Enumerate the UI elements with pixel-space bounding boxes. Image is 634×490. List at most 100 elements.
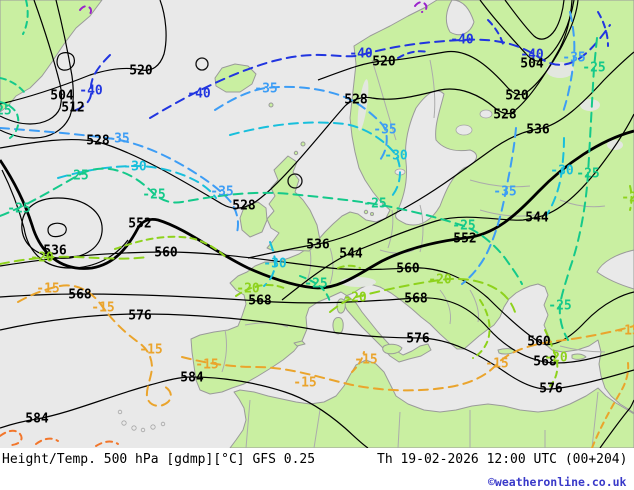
- contour-528: [0, 0, 573, 209]
- island-sicily: [382, 343, 403, 355]
- height-contour-label: 520: [505, 89, 529, 104]
- contour-512-east: [504, 0, 565, 40]
- height-contour-label: 568: [533, 355, 557, 370]
- height-contour-label: 560: [154, 246, 178, 261]
- contour-552-thick: [0, 129, 634, 290]
- temp-contour-label: -40: [349, 47, 373, 62]
- temp-contour-label: -40: [187, 87, 211, 102]
- height-contour-label: 504: [50, 89, 74, 104]
- height-contour-label: 552: [453, 232, 476, 247]
- pressure-center-symbol: [195, 57, 209, 71]
- island-balearics: [293, 340, 306, 347]
- contour-label-layer: 5045125205285285365525605685765845845685…: [0, 33, 634, 427]
- temp-contour-label: -25: [304, 277, 327, 292]
- height-contour-label: 560: [527, 335, 551, 350]
- temp-contour-label: -35: [210, 185, 233, 200]
- height-contour-label: 520: [372, 55, 396, 70]
- islands-canary: [117, 409, 166, 433]
- lake-onega: [479, 109, 493, 119]
- temp-contour-label: -20: [544, 351, 568, 366]
- contour-520-east: [317, 0, 579, 96]
- temp-contour-label: -30: [384, 149, 408, 164]
- island-orkney: [293, 150, 299, 156]
- temp-contour-label: -35: [562, 51, 585, 66]
- temp-contour-label: -25: [582, 61, 605, 76]
- contour-584: [0, 376, 369, 448]
- temp-contour-label: -25: [363, 197, 386, 212]
- temp-contour-label: -40: [520, 48, 544, 63]
- height-contour-label: 544: [525, 211, 549, 226]
- temp-contour-label: -15: [616, 324, 634, 339]
- temp-minus20-lines: [0, 185, 633, 387]
- temp-contour-label: -40: [450, 33, 474, 48]
- temp-contour-label: -15: [91, 301, 114, 316]
- sea-white-sea: [445, 0, 475, 36]
- height-contour-label: 576: [128, 309, 152, 324]
- island-danish-2: [370, 212, 374, 216]
- sea-baltic: [395, 90, 478, 226]
- temp-contour-label: -30: [263, 257, 287, 272]
- contour-584-east: [599, 399, 634, 448]
- height-contour-label: 520: [129, 64, 153, 79]
- temp-contour-label: -20: [428, 273, 452, 288]
- height-contour-label: 536: [526, 123, 550, 138]
- contour-512-west: [0, 0, 74, 139]
- island-shetland: [300, 141, 306, 147]
- copyright-link[interactable]: ©weatheronline.co.uk: [488, 475, 627, 489]
- temp-contour-label: -25: [548, 299, 571, 314]
- temp-contour-label: -15: [293, 376, 316, 391]
- height-contour-label: 528: [493, 108, 517, 123]
- temp-contour-label: -40: [79, 84, 103, 99]
- height-contour-label: 576: [539, 382, 563, 397]
- coast-ireland: [239, 201, 268, 238]
- height-contour-label: 584: [25, 412, 49, 427]
- height-contour-label: 576: [406, 332, 430, 347]
- pressure-center-symbol: [287, 173, 303, 189]
- contour-536-low-ring: [21, 197, 103, 259]
- sea-overlay-layer: [117, 0, 634, 433]
- height-temp-map: 5045125205285285365525605685765845845685…: [0, 0, 634, 448]
- temp-minus35-lines: [0, 11, 576, 285]
- temp-contour-label: -15: [195, 358, 218, 373]
- contour-low-inner-oval: [47, 222, 67, 238]
- contour-544-west: [1, 169, 129, 269]
- temp-contour-label: -30: [123, 160, 147, 175]
- height-contour-label: 568: [68, 288, 92, 303]
- temp-contour-label: -20: [30, 251, 54, 266]
- height-contour-layer: [0, 0, 634, 448]
- height-contour-label: 504: [520, 57, 544, 72]
- temp-contour-label: -20: [236, 282, 260, 297]
- temp-contour-label: -20: [343, 291, 367, 306]
- height-contour-label: 568: [248, 294, 272, 309]
- temp-contour-label: -25: [142, 188, 165, 203]
- contour-544-east: [281, 113, 634, 301]
- temp-contour-label: -15: [36, 282, 59, 297]
- temp-contour-label: -20: [621, 191, 634, 206]
- temp-contour-label: -30: [550, 164, 574, 179]
- temp-contour-label: -35: [106, 132, 129, 147]
- height-contour-label: 568: [404, 292, 428, 307]
- island-faroe: [268, 102, 274, 108]
- height-contour-label: 536: [43, 244, 67, 259]
- temp-contour-label: -25: [0, 104, 12, 119]
- height-contour-label: 512: [61, 101, 84, 116]
- map-title-text: Height/Temp. 500 hPa [gdmp][°C] GFS 0.25: [2, 452, 316, 467]
- contour-536-east: [247, 51, 634, 259]
- lake-ladoga: [455, 124, 473, 136]
- contour-520-west: [0, 0, 167, 105]
- temp-contour-label: -25: [576, 167, 599, 182]
- contour-low-center-ring: [56, 52, 75, 71]
- temp-contour-label: -15: [354, 353, 377, 368]
- temp-contour-label: -25: [7, 202, 30, 217]
- contour-504-east: [479, 0, 575, 62]
- temp-contour-label: -25: [65, 169, 88, 184]
- height-contour-label: 528: [344, 93, 368, 108]
- temp-contour-label: -35: [493, 185, 516, 200]
- temp-contour-label: -35: [254, 82, 277, 97]
- height-contour-label: 528: [86, 134, 110, 149]
- temp-minus15-lines: [17, 284, 634, 448]
- island-cyprus: [571, 353, 587, 360]
- temp-minus10-lines: [0, 429, 119, 447]
- map-valid-time-text: Th 19-02-2026 12:00 UTC (00+204): [377, 452, 628, 467]
